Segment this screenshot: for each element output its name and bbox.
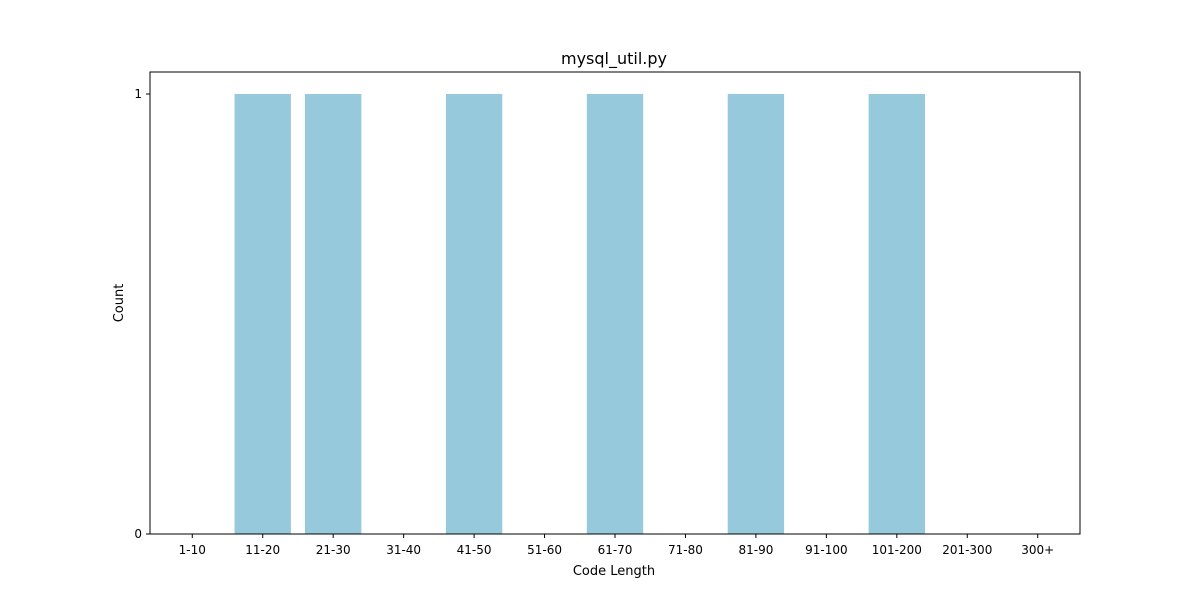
- x-tick-label: 1-10: [179, 543, 206, 557]
- bar-41-50: [445, 94, 503, 534]
- y-tick-label: 0: [134, 527, 142, 541]
- x-tick-label: 71-80: [668, 543, 703, 557]
- x-tick-label: 51-60: [527, 543, 562, 557]
- bar-61-70: [586, 94, 644, 534]
- x-axis-label: Code Length: [573, 564, 655, 579]
- x-tick-label: 11-20: [245, 543, 280, 557]
- bar-101-200: [868, 94, 925, 534]
- x-tick-label: 61-70: [598, 543, 633, 557]
- x-tick-label: 21-30: [316, 543, 351, 557]
- x-tick-label: 300+: [1021, 543, 1054, 557]
- x-tick-label: 41-50: [457, 543, 492, 557]
- bar-11-20: [234, 94, 291, 534]
- bar-21-30: [305, 94, 362, 534]
- x-axis: 1-10 11-20 21-30 31-40 41-50 51-60 61-70 71-80 8…: [179, 534, 1054, 557]
- x-tick-label: 91-100: [805, 543, 848, 557]
- y-axis-label: Count: [112, 284, 127, 323]
- y-tick-label: 1: [134, 87, 142, 101]
- x-tick-label: 201-300: [942, 543, 992, 557]
- chart-title: mysql_util.py: [561, 49, 667, 69]
- bar-81-90: [727, 94, 785, 534]
- bars-layer: [234, 94, 925, 534]
- x-tick-label: 101-200: [872, 543, 922, 557]
- x-tick-label: 81-90: [738, 543, 773, 557]
- x-tick-label: 31-40: [386, 543, 421, 557]
- y-axis: 01: [134, 87, 150, 541]
